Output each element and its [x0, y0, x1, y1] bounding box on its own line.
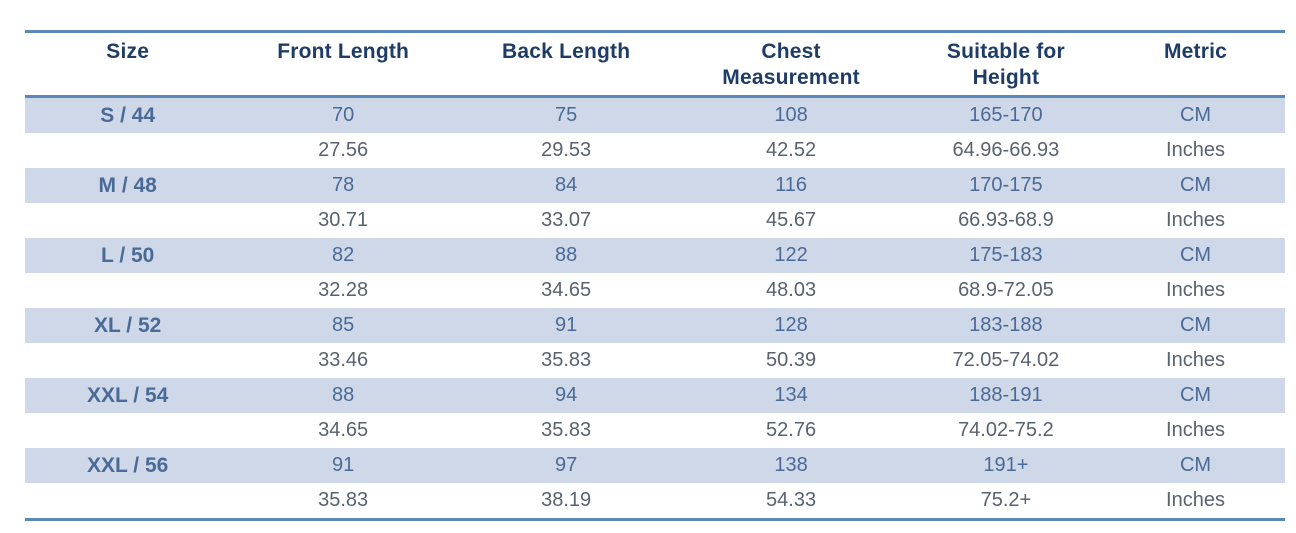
column-header-front-length: Front Length: [230, 31, 456, 98]
height-cell: 74.02-75.2: [958, 419, 1054, 441]
table-row-s44-inches: 27.56 29.53 42.52 64.96-66.93 Inches: [25, 133, 1285, 168]
chest-cell: 50.39: [766, 349, 817, 371]
back-length-cell: 94: [555, 384, 578, 406]
back-length-cell: 33.07: [541, 209, 592, 231]
metric-cell: Inches: [1166, 419, 1225, 441]
front-length-cell: 30.71: [318, 209, 369, 231]
metric-cell: Inches: [1166, 349, 1225, 371]
back-length-cell: 38.19: [541, 489, 592, 511]
table-row-l50-inches: 32.28 34.65 48.03 68.9-72.05 Inches: [25, 273, 1285, 308]
size-cell: XXL / 56: [87, 454, 169, 477]
front-length-cell: 27.56: [318, 139, 369, 161]
table-row-xxl56-cm: XXL / 56 91 97 138 191+ CM: [25, 448, 1285, 483]
height-cell: 66.93-68.9: [958, 209, 1054, 231]
size-cell: M / 48: [98, 174, 157, 197]
size-cell: L / 50: [101, 244, 155, 267]
front-length-cell: 32.28: [318, 279, 369, 301]
back-length-cell: 35.83: [541, 349, 592, 371]
size-cell: [25, 343, 230, 378]
chest-cell: 122: [774, 244, 808, 266]
metric-cell: Inches: [1166, 489, 1225, 511]
back-length-cell: 34.65: [541, 279, 592, 301]
height-cell: 72.05-74.02: [952, 349, 1060, 371]
chest-cell: 45.67: [766, 209, 817, 231]
chest-cell: 54.33: [766, 489, 817, 511]
table-row-xxl54-inches: 34.65 35.83 52.76 74.02-75.2 Inches: [25, 413, 1285, 448]
metric-cell: Inches: [1166, 139, 1225, 161]
height-cell: 188-191: [969, 384, 1043, 406]
front-length-cell: 88: [332, 384, 355, 406]
header-row: Size Front Length Back Length Chest Meas…: [25, 31, 1285, 98]
metric-cell: CM: [1179, 314, 1212, 336]
back-length-cell: 84: [555, 174, 578, 196]
front-length-cell: 34.65: [318, 419, 369, 441]
back-length-cell: 35.83: [541, 419, 592, 441]
size-cell: XL / 52: [94, 314, 162, 337]
chest-cell: 128: [774, 314, 808, 336]
height-cell: 165-170: [969, 104, 1043, 126]
metric-cell: Inches: [1166, 209, 1225, 231]
table-row-xl52-inches: 33.46 35.83 50.39 72.05-74.02 Inches: [25, 343, 1285, 378]
back-length-cell: 97: [555, 454, 578, 476]
metric-cell: Inches: [1166, 279, 1225, 301]
chest-cell: 42.52: [766, 139, 817, 161]
column-header-back-length: Back Length: [455, 31, 677, 98]
size-cell: S / 44: [100, 104, 156, 127]
size-cell: [25, 273, 230, 308]
front-length-cell: 91: [332, 454, 355, 476]
size-chart-table: Size Front Length Back Length Chest Meas…: [25, 30, 1285, 521]
height-cell: 64.96-66.93: [952, 139, 1060, 161]
size-cell: [25, 413, 230, 448]
column-header-metric: Metric: [1106, 31, 1285, 98]
height-cell: 175-183: [969, 244, 1043, 266]
table-row-m48-inches: 30.71 33.07 45.67 66.93-68.9 Inches: [25, 203, 1285, 238]
height-cell: 183-188: [969, 314, 1043, 336]
height-cell: 170-175: [969, 174, 1043, 196]
table-row-xxl56-inches: 35.83 38.19 54.33 75.2+ Inches: [25, 483, 1285, 520]
chest-cell: 138: [774, 454, 808, 476]
back-length-cell: 29.53: [541, 139, 592, 161]
height-cell: 191+: [983, 454, 1029, 476]
front-length-cell: 78: [332, 174, 355, 196]
table-header: Size Front Length Back Length Chest Meas…: [25, 31, 1285, 98]
metric-cell: CM: [1179, 384, 1212, 406]
chest-cell: 116: [775, 174, 807, 196]
chest-cell: 52.76: [766, 419, 817, 441]
height-cell: 68.9-72.05: [958, 279, 1054, 301]
front-length-cell: 33.46: [318, 349, 369, 371]
height-cell: 75.2+: [980, 489, 1032, 511]
size-cell: [25, 133, 230, 168]
size-cell: XXL / 54: [87, 384, 169, 407]
table-body: S / 44 70 75 108 165-170 CM 27.56 29.53 …: [25, 96, 1285, 520]
size-cell: [25, 483, 230, 520]
table-row-m48-cm: M / 48 78 84 116 170-175 CM: [25, 168, 1285, 203]
column-header-size: Size: [25, 31, 231, 98]
metric-cell: CM: [1179, 244, 1212, 266]
metric-cell: CM: [1179, 454, 1212, 476]
column-header-suitable-height: Suitable for Height: [905, 31, 1107, 98]
metric-cell: CM: [1179, 174, 1212, 196]
chest-cell: 48.03: [766, 279, 817, 301]
table-row-s44-cm: S / 44 70 75 108 165-170 CM: [25, 96, 1285, 133]
back-length-cell: 75: [555, 104, 578, 126]
table-row-xxl54-cm: XXL / 54 88 94 134 188-191 CM: [25, 378, 1285, 413]
front-length-cell: 82: [332, 244, 355, 266]
back-length-cell: 91: [555, 314, 578, 336]
front-length-cell: 85: [332, 314, 355, 336]
table-row-xl52-cm: XL / 52 85 91 128 183-188 CM: [25, 308, 1285, 343]
column-header-chest-measurement: Chest Measurement: [676, 31, 906, 98]
table-row-l50-cm: L / 50 82 88 122 175-183 CM: [25, 238, 1285, 273]
front-length-cell: 70: [332, 104, 355, 126]
chest-cell: 134: [774, 384, 808, 406]
back-length-cell: 88: [555, 244, 578, 266]
front-length-cell: 35.83: [318, 489, 369, 511]
chest-cell: 108: [774, 104, 808, 126]
metric-cell: CM: [1179, 104, 1212, 126]
size-cell: [25, 203, 230, 238]
